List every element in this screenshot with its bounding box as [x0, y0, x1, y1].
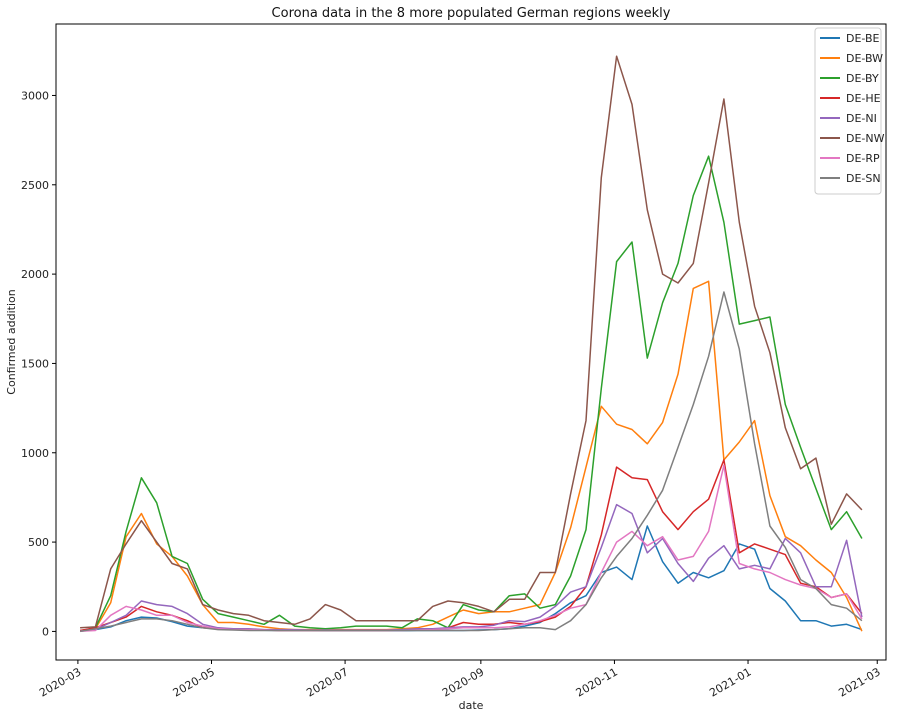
series-line-de-nw	[80, 55, 863, 629]
plot-area-frame	[55, 23, 887, 661]
x-tick-label: 2020-03	[37, 665, 83, 699]
legend: DE-BE DE-BW DE-BY DE-HE DE-NI DE-NW DE-RP DE-SN	[814, 27, 885, 195]
x-tick-label: 2020-05	[171, 665, 217, 699]
x-tick-label: 2021-01	[707, 665, 753, 699]
legend-label: DE-HE	[846, 92, 881, 105]
legend-label: DE-BW	[846, 52, 883, 65]
x-tick-label: 2020-09	[440, 665, 486, 699]
series-line-de-bw	[80, 280, 863, 632]
x-tick-label: 2020-07	[304, 665, 350, 699]
series-line-de-sn	[79, 291, 863, 633]
y-tick-label: 2000	[21, 268, 49, 281]
y-tick-label: 3000	[21, 89, 49, 102]
x-tick-label: 2021-03	[836, 665, 882, 699]
chart-title: Corona data in the 8 more populated Germ…	[272, 6, 671, 21]
y-tick-label: 2500	[21, 179, 49, 192]
y-tick-label: 0	[42, 625, 49, 638]
legend-label: DE-NI	[846, 112, 877, 125]
legend-label: DE-RP	[846, 152, 880, 165]
legend-label: DE-NW	[846, 132, 885, 145]
y-tick-label: 1500	[21, 357, 49, 370]
x-axis-label: date	[459, 699, 484, 712]
y-tick-label: 1000	[21, 447, 49, 460]
series-line-de-by	[79, 155, 863, 632]
y-tick-label: 500	[28, 536, 49, 549]
series-line-de-ni	[80, 503, 863, 632]
series-lines	[79, 55, 863, 633]
x-tick-label: 2020-11	[574, 665, 620, 699]
series-line-de-rp	[80, 464, 863, 632]
legend-label: DE-SN	[846, 172, 881, 185]
y-axis-label: Confirmed addition	[5, 289, 18, 394]
axis-ticks: 0 500 1000 1500 2000 2500 3000 2020-03 2020-05 20…	[21, 89, 883, 699]
series-line-de-be	[80, 525, 863, 632]
legend-box	[814, 27, 882, 195]
legend-label: DE-BE	[846, 32, 880, 45]
legend-label: DE-BY	[846, 72, 879, 85]
